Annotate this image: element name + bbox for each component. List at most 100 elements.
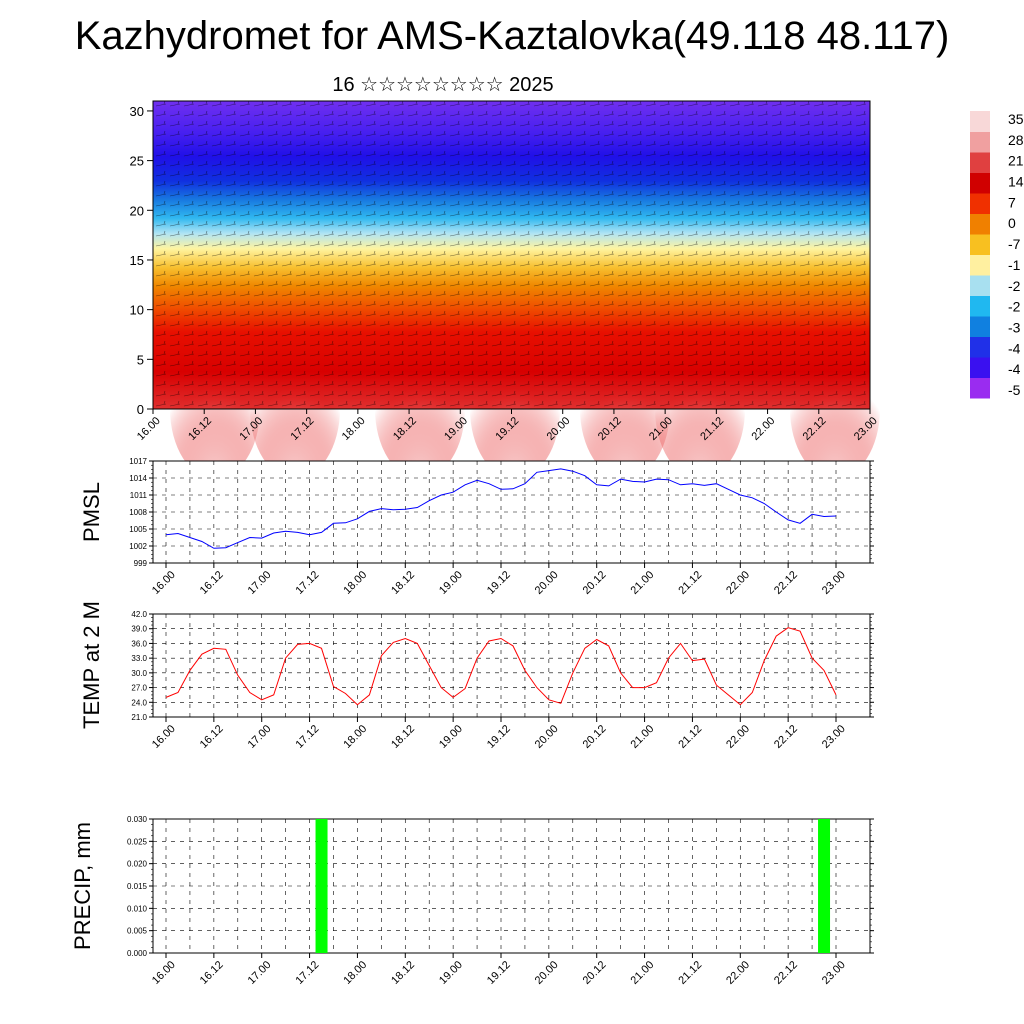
colorbar-swatch bbox=[970, 111, 990, 132]
colorbar-label: -2 bbox=[1008, 299, 1021, 315]
x-tick-label: 20.12 bbox=[581, 959, 609, 987]
x-tick-label: 16.00 bbox=[150, 723, 178, 751]
y-tick-label: 1008 bbox=[129, 508, 147, 517]
x-tick-label: 16.12 bbox=[198, 959, 226, 987]
x-tick-label: 16.00 bbox=[150, 959, 178, 987]
y-tick-label: 20 bbox=[130, 203, 144, 218]
panel-frame bbox=[152, 818, 871, 954]
x-tick-label: 21.00 bbox=[628, 723, 656, 751]
y-axis-label: PRECIP, mm bbox=[70, 822, 95, 950]
colorbar-label: 7 bbox=[1008, 194, 1016, 210]
y-tick-label: 0 bbox=[137, 402, 144, 417]
colorbar-swatch bbox=[970, 234, 990, 255]
x-tick-label: 22.00 bbox=[724, 959, 752, 987]
y-tick-label: 15 bbox=[130, 253, 144, 268]
y-tick-label: 27.0 bbox=[131, 684, 147, 693]
x-tick-label: 18.12 bbox=[389, 959, 417, 987]
y-tick-label: 33.0 bbox=[131, 654, 147, 663]
x-tick-label: 17.12 bbox=[293, 959, 321, 987]
x-tick-label: 20.00 bbox=[533, 569, 561, 597]
y-tick-label: 0.005 bbox=[127, 927, 148, 936]
y-tick-label: 1011 bbox=[130, 491, 148, 500]
y-tick-label: 1014 bbox=[129, 474, 147, 483]
x-tick-label: 16.12 bbox=[198, 723, 226, 751]
colorbar-label: 14 bbox=[1008, 174, 1024, 190]
x-tick-label: 20.00 bbox=[533, 959, 561, 987]
colorbar-swatch bbox=[970, 152, 990, 173]
panel-frame bbox=[152, 460, 871, 564]
colorbar-label: -4 bbox=[1008, 340, 1021, 356]
colorbar-label: -3 bbox=[1008, 319, 1021, 335]
colorbar-swatch bbox=[970, 193, 990, 214]
x-tick-label: 19.00 bbox=[437, 959, 465, 987]
y-tick-label: 25 bbox=[130, 154, 144, 169]
y-tick-label: 0.030 bbox=[127, 815, 148, 824]
y-tick-label: 1005 bbox=[129, 525, 147, 534]
colorbar-swatch bbox=[970, 316, 990, 337]
x-tick-label: 16.12 bbox=[198, 569, 226, 597]
y-tick-label: 24.0 bbox=[131, 698, 147, 707]
y-axis-label: PMSL bbox=[79, 482, 104, 542]
chart-title: Kazhydromet for AMS-Kaztalovka(49.118 48… bbox=[74, 14, 950, 58]
colorbar-swatch bbox=[970, 377, 990, 399]
x-tick-label: 17.00 bbox=[246, 723, 274, 751]
colorbar-label: -2 bbox=[1008, 278, 1021, 294]
y-tick-label: 0.000 bbox=[127, 949, 148, 958]
x-tick-label: 20.12 bbox=[581, 569, 609, 597]
colorbar-label: 28 bbox=[1008, 132, 1024, 148]
y-tick-label: 0.015 bbox=[127, 882, 148, 891]
colorbar-label: -7 bbox=[1008, 236, 1021, 252]
x-tick-label: 18.00 bbox=[341, 569, 369, 597]
x-tick-label: 16.00 bbox=[135, 415, 163, 443]
y-tick-label: 42.0 bbox=[131, 610, 147, 619]
wind-barbs bbox=[153, 101, 870, 409]
y-tick-label: 0.020 bbox=[127, 860, 148, 869]
x-tick-label: 17.12 bbox=[293, 569, 321, 597]
precip-bar bbox=[818, 819, 831, 953]
colorbar-swatch bbox=[970, 357, 990, 378]
x-tick-label: 18.12 bbox=[389, 723, 417, 751]
y-tick-label: 1002 bbox=[129, 542, 147, 551]
x-tick-label: 23.00 bbox=[820, 569, 848, 597]
series-line bbox=[165, 627, 837, 706]
colorbar-label: -5 bbox=[1008, 382, 1021, 398]
y-tick-label: 21.0 bbox=[131, 713, 147, 722]
x-tick-label: 23.00 bbox=[820, 959, 848, 987]
x-tick-label: 22.00 bbox=[724, 723, 752, 751]
x-tick-label: 22.12 bbox=[772, 959, 800, 987]
y-axis-label: TEMP at 2 M bbox=[79, 601, 104, 729]
colorbar-label: -1 bbox=[1008, 257, 1021, 273]
y-tick-label: 999 bbox=[134, 559, 148, 568]
y-tick-label: 39.0 bbox=[131, 625, 147, 634]
x-tick-label: 19.12 bbox=[485, 723, 513, 751]
x-tick-label: 19.12 bbox=[485, 959, 513, 987]
colorbar-swatch bbox=[970, 131, 990, 153]
chart-subtitle: 16 ☆☆☆☆☆☆☆☆ 2025 bbox=[332, 74, 554, 96]
x-tick-label: 18.00 bbox=[341, 723, 369, 751]
x-tick-label: 16.00 bbox=[150, 569, 178, 597]
colorbar-swatch bbox=[970, 275, 990, 296]
colorbar-label: 0 bbox=[1008, 215, 1016, 231]
x-tick-label: 19.12 bbox=[485, 569, 513, 597]
y-tick-label: 0.010 bbox=[127, 904, 148, 913]
x-tick-label: 21.12 bbox=[676, 723, 704, 751]
colorbar-label: -4 bbox=[1008, 361, 1021, 377]
y-tick-label: 10 bbox=[130, 303, 144, 318]
y-tick-label: 30.0 bbox=[131, 669, 147, 678]
x-tick-label: 18.12 bbox=[389, 569, 417, 597]
colorbar-label: 21 bbox=[1008, 153, 1024, 169]
x-tick-label: 21.12 bbox=[676, 569, 704, 597]
y-tick-label: 0.025 bbox=[127, 837, 148, 846]
y-tick-label: 1017 bbox=[129, 457, 147, 466]
x-tick-label: 20.12 bbox=[581, 723, 609, 751]
x-tick-label: 19.00 bbox=[437, 723, 465, 751]
colorbar-swatch bbox=[970, 213, 990, 235]
x-tick-label: 17.12 bbox=[293, 723, 321, 751]
colorbar-swatch bbox=[970, 172, 990, 194]
series-line bbox=[165, 468, 837, 549]
y-tick-label: 36.0 bbox=[131, 639, 147, 648]
x-tick-label: 20.00 bbox=[533, 723, 561, 751]
x-tick-label: 22.12 bbox=[772, 723, 800, 751]
x-tick-label: 17.00 bbox=[246, 959, 274, 987]
